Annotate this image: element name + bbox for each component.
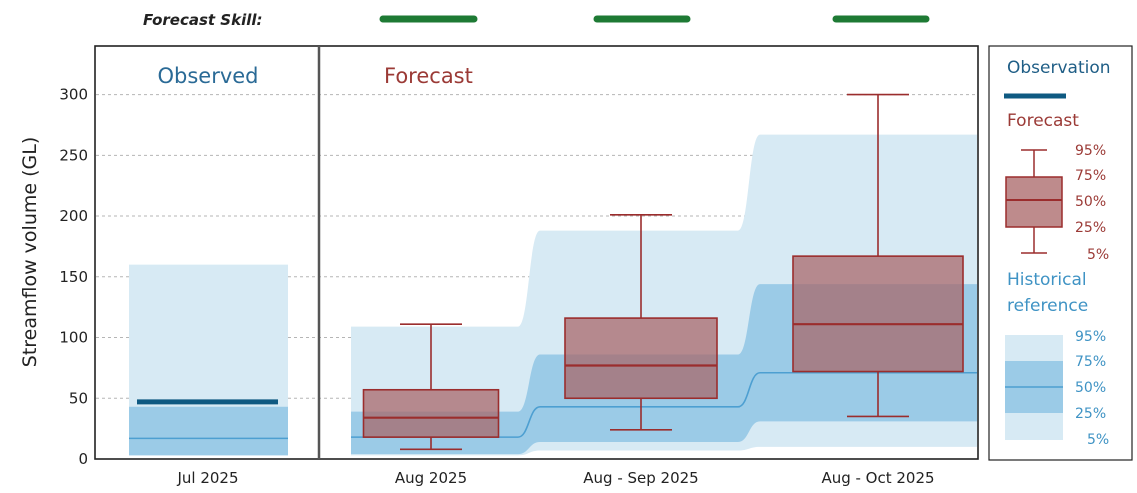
y-axis-label: Streamflow volume (GL) [19, 137, 41, 367]
observed-ref-band-75 [129, 406, 288, 456]
legend-fc-p5: 5% [1087, 247, 1109, 263]
y-tick-label: 150 [59, 268, 88, 286]
forecast-boxes [362, 93, 964, 451]
legend-forecast-box [1005, 149, 1063, 254]
legend-fc-p95: 95% [1075, 143, 1106, 159]
observed-panel-title: Observed [157, 64, 258, 88]
forecast-panel-title: Forecast [384, 64, 473, 88]
historical-median-line [351, 371, 977, 438]
legend-hist-p95: 95% [1075, 329, 1106, 345]
legend-hist-p75: 75% [1075, 354, 1106, 370]
box-iqr [362, 388, 500, 438]
x-axis-ticks: Jul 2025 Aug 2025 Aug - Sep 2025 Aug - Oct … [176, 469, 934, 487]
legend-fc-p25: 25% [1075, 220, 1106, 236]
x-tick-label: Aug 2025 [395, 469, 467, 487]
box-iqr [564, 317, 718, 400]
legend-observation-label: Observation [1007, 58, 1111, 78]
legend-hist-p50: 50% [1075, 380, 1106, 396]
plot-frame [94, 45, 979, 460]
x-tick-label: Aug - Oct 2025 [821, 469, 934, 487]
forecast-box [792, 93, 964, 418]
forecast-box [564, 214, 718, 431]
legend-hist-p5: 5% [1087, 432, 1109, 448]
y-tick-label: 0 [78, 450, 88, 468]
forecast-box [362, 323, 500, 451]
forecast-skill-label: Forecast Skill: [143, 11, 263, 29]
y-axis-ticks: 0 50 100 150 200 250 300 [59, 86, 88, 468]
box-iqr [792, 255, 964, 373]
y-tick-label: 100 [59, 329, 88, 347]
legend-hist-p25: 25% [1075, 406, 1106, 422]
legend: Observation Forecast 95% 75% 50% 25% 5% … [988, 45, 1133, 461]
y-tick-label: 200 [59, 207, 88, 225]
y-tick-label: 300 [59, 86, 88, 104]
legend-forecast-label: Forecast [1007, 111, 1079, 131]
y-tick-label: 50 [69, 389, 88, 407]
y-tick-label: 250 [59, 146, 88, 164]
x-tick-label: Jul 2025 [176, 469, 238, 487]
legend-historical-bands [1005, 335, 1063, 440]
legend-fc-p50: 50% [1075, 194, 1106, 210]
legend-historical-label-1: Historical [1007, 270, 1087, 290]
legend-fc-p75: 75% [1075, 168, 1106, 184]
legend-historical-label-2: reference [1007, 296, 1088, 316]
x-tick-label: Aug - Sep 2025 [583, 469, 698, 487]
